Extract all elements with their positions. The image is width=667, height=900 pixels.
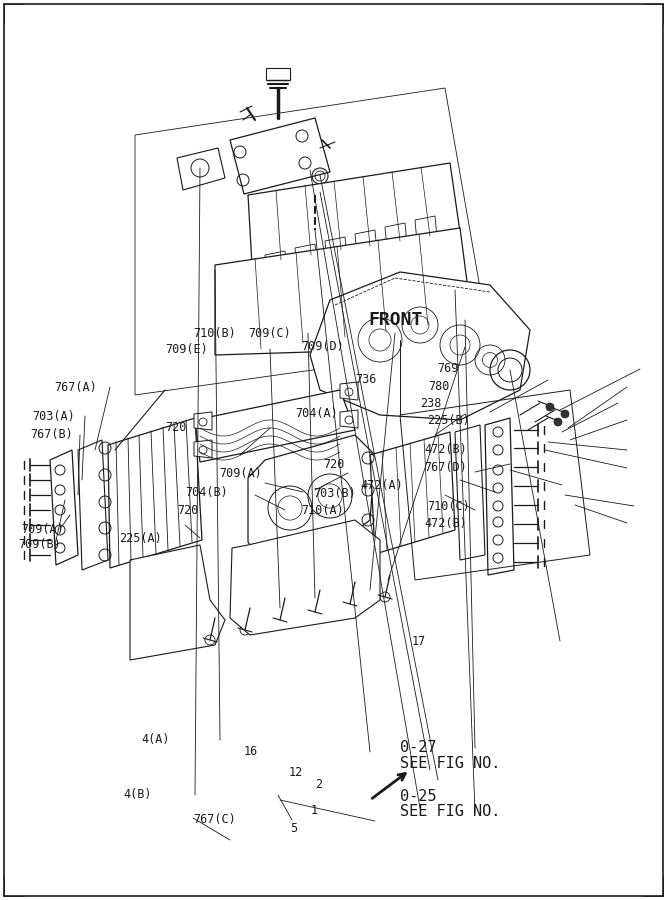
Text: 709(D): 709(D) [301,340,344,353]
Polygon shape [108,418,202,568]
Polygon shape [130,545,225,660]
Text: SEE FIG NO.: SEE FIG NO. [400,756,500,770]
Polygon shape [340,382,358,400]
Text: 703(B): 703(B) [313,487,356,500]
Text: 767(D): 767(D) [424,462,467,474]
Text: 225(B): 225(B) [427,414,470,427]
Text: 12: 12 [288,766,302,778]
Polygon shape [340,410,358,428]
Polygon shape [295,244,317,270]
Text: 736: 736 [355,374,376,386]
Polygon shape [230,520,380,635]
Polygon shape [265,251,287,277]
Text: 4(B): 4(B) [123,788,152,801]
Circle shape [546,403,554,411]
Text: 767(A): 767(A) [55,381,97,393]
Text: 16: 16 [243,745,257,758]
Text: 2: 2 [315,778,322,791]
Text: 709(B): 709(B) [18,538,61,551]
Text: 225(A): 225(A) [119,532,161,544]
Polygon shape [310,272,530,420]
Text: 780: 780 [428,381,450,393]
Polygon shape [50,450,78,565]
Text: 720: 720 [165,421,187,434]
Polygon shape [260,190,335,228]
Polygon shape [248,435,375,560]
Text: FRONT: FRONT [369,311,424,329]
Polygon shape [230,118,330,194]
Text: 709(A): 709(A) [219,467,261,480]
Text: 769: 769 [437,363,458,375]
Text: 720: 720 [323,458,345,471]
Circle shape [561,410,569,418]
Text: 0-27: 0-27 [400,741,437,755]
Text: 710(C): 710(C) [428,500,470,513]
Polygon shape [385,223,407,249]
Polygon shape [370,432,455,554]
Text: 704(A): 704(A) [295,408,338,420]
Polygon shape [195,390,355,462]
Circle shape [554,418,562,426]
Polygon shape [78,440,108,570]
Text: 472(B): 472(B) [424,518,467,530]
Text: 238: 238 [420,397,442,410]
Text: 709(C): 709(C) [248,327,291,339]
Text: 703(A): 703(A) [32,410,75,423]
Polygon shape [194,440,212,458]
Polygon shape [485,418,514,575]
Polygon shape [177,148,225,190]
Text: 5: 5 [290,822,297,834]
Polygon shape [455,425,485,560]
Polygon shape [215,228,472,355]
Text: 720: 720 [177,504,198,517]
Polygon shape [248,163,460,265]
Text: SEE FIG NO.: SEE FIG NO. [400,805,500,819]
Text: 767(C): 767(C) [193,813,236,825]
Text: 767(B): 767(B) [30,428,73,441]
Text: 17: 17 [412,635,426,648]
Polygon shape [325,237,347,263]
Text: 472(B): 472(B) [424,444,467,456]
Text: 710(A): 710(A) [301,504,344,517]
Text: 472(A): 472(A) [360,479,403,491]
Text: 1: 1 [310,804,317,816]
Text: 0-25: 0-25 [400,789,437,804]
Text: 709(A): 709(A) [21,523,64,536]
Polygon shape [355,230,377,256]
Polygon shape [194,412,212,430]
Bar [266,68,290,80]
Polygon shape [415,216,437,242]
Text: 4(A): 4(A) [141,734,170,746]
Text: 704(B): 704(B) [185,486,228,499]
Text: 709(E): 709(E) [165,343,208,356]
Text: 710(B): 710(B) [193,327,236,339]
